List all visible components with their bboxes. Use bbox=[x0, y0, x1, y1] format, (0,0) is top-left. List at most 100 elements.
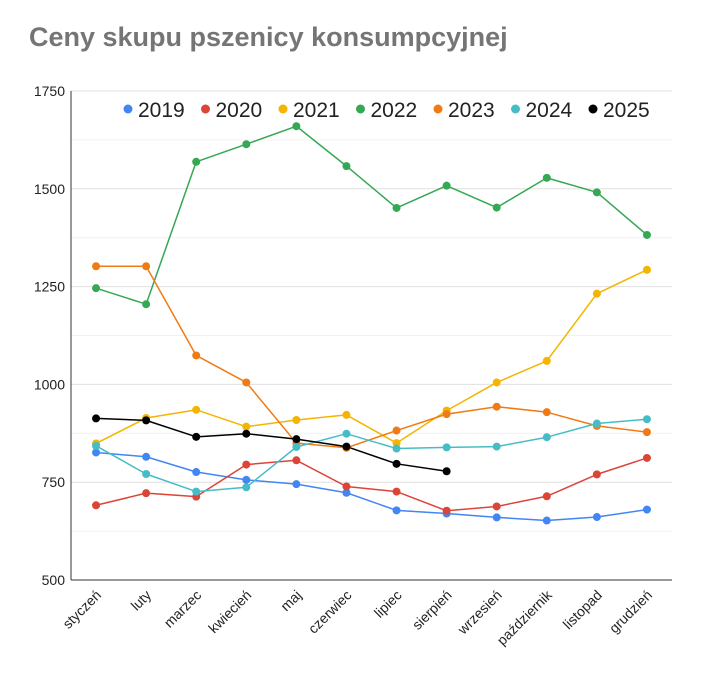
data-point-2021 bbox=[392, 439, 401, 448]
axes bbox=[70, 91, 672, 581]
data-point-2025 bbox=[392, 459, 401, 468]
data-point-2024 bbox=[542, 433, 551, 442]
y-tick-label: 1000 bbox=[34, 376, 65, 392]
legend-label-2022: 2022 bbox=[371, 99, 418, 122]
y-tick-label: 750 bbox=[42, 474, 66, 490]
data-point-2022 bbox=[592, 188, 601, 197]
data-point-2022 bbox=[492, 203, 501, 212]
data-point-2024 bbox=[192, 487, 201, 496]
data-point-2020 bbox=[92, 501, 101, 510]
series-line-2022 bbox=[95, 125, 648, 305]
data-point-2021 bbox=[242, 422, 251, 431]
data-point-2020 bbox=[392, 487, 401, 496]
data-point-2019 bbox=[242, 475, 251, 484]
x-axis-ticks: styczeń luty marzec kwiecień maj czerwiec lipi… bbox=[59, 586, 655, 648]
data-point-2021 bbox=[592, 289, 601, 298]
series-points bbox=[92, 122, 651, 525]
data-point-2023 bbox=[192, 351, 201, 360]
data-point-2022 bbox=[242, 140, 251, 149]
series-line-2021 bbox=[95, 269, 648, 445]
data-point-2021 bbox=[642, 265, 651, 274]
data-point-2023 bbox=[642, 428, 651, 437]
x-tick-label: listopad bbox=[560, 587, 605, 632]
legend-label-2020: 2020 bbox=[216, 99, 263, 122]
legend-marker-2024 bbox=[511, 104, 520, 114]
data-point-2025 bbox=[142, 416, 151, 425]
data-point-2019 bbox=[392, 506, 401, 515]
series-line-2019 bbox=[95, 451, 648, 522]
data-point-2024 bbox=[442, 443, 451, 452]
data-point-2023 bbox=[392, 426, 401, 435]
data-point-2022 bbox=[192, 157, 201, 166]
data-point-2023 bbox=[242, 378, 251, 387]
data-point-2022 bbox=[392, 203, 401, 212]
data-point-2021 bbox=[342, 410, 351, 419]
series-line-2024 bbox=[95, 418, 648, 493]
data-point-2019 bbox=[192, 468, 201, 477]
legend-marker-2020 bbox=[201, 104, 210, 114]
legend-label-2019: 2019 bbox=[138, 99, 185, 122]
legend-marker-2025 bbox=[588, 104, 598, 114]
legend-label-2021: 2021 bbox=[293, 99, 340, 122]
data-point-2020 bbox=[142, 489, 151, 498]
data-point-2019 bbox=[492, 513, 501, 522]
data-point-2019 bbox=[142, 452, 151, 461]
data-point-2022 bbox=[92, 284, 101, 293]
x-tick-label: styczeń bbox=[59, 587, 104, 632]
data-point-2019 bbox=[542, 516, 551, 525]
data-point-2021 bbox=[492, 378, 501, 387]
data-point-2025 bbox=[442, 467, 451, 476]
legend-label-2023: 2023 bbox=[448, 99, 495, 122]
data-point-2019 bbox=[292, 480, 301, 489]
legend-marker-2021 bbox=[278, 104, 288, 114]
y-tick-label: 500 bbox=[42, 572, 66, 588]
x-tick-label: marzec bbox=[161, 587, 205, 631]
y-tick-label: 1750 bbox=[34, 83, 65, 99]
data-point-2019 bbox=[92, 448, 101, 457]
data-point-2024 bbox=[592, 419, 601, 428]
x-tick-label: październik bbox=[494, 586, 556, 648]
y-tick-label: 1250 bbox=[34, 279, 65, 295]
data-point-2024 bbox=[342, 429, 351, 438]
data-point-2024 bbox=[392, 444, 401, 453]
data-point-2020 bbox=[592, 470, 601, 479]
data-point-2024 bbox=[242, 483, 251, 492]
data-point-2022 bbox=[442, 181, 451, 190]
data-point-2023 bbox=[92, 262, 101, 271]
legend-marker-2022 bbox=[356, 104, 365, 114]
x-tick-label: czerwiec bbox=[305, 587, 355, 637]
data-point-2023 bbox=[542, 408, 551, 417]
data-point-2025 bbox=[292, 435, 301, 444]
y-axis-ticks: 500 750 1000 1250 1500 1750 bbox=[34, 83, 65, 588]
data-point-2022 bbox=[542, 173, 551, 182]
x-tick-label: maj bbox=[277, 587, 304, 614]
legend: 2019 2020 2021 2022 2023 2024 2025 bbox=[123, 99, 650, 122]
data-point-2022 bbox=[642, 230, 651, 239]
legend-label-2024: 2024 bbox=[526, 99, 573, 122]
legend-marker-2023 bbox=[433, 104, 443, 114]
grid-lines bbox=[71, 90, 672, 532]
data-point-2021 bbox=[192, 405, 201, 414]
data-point-2019 bbox=[642, 505, 651, 514]
data-point-2019 bbox=[342, 488, 351, 497]
legend-marker-2019 bbox=[123, 104, 133, 114]
data-point-2023 bbox=[442, 410, 451, 419]
data-point-2020 bbox=[542, 492, 551, 501]
data-point-2025 bbox=[92, 414, 101, 423]
series-line-2023 bbox=[96, 265, 648, 449]
x-tick-label: sierpień bbox=[409, 587, 455, 633]
data-point-2020 bbox=[642, 453, 651, 462]
chart-title: Ceny skupu pszenicy konsumpcyjnej bbox=[29, 22, 508, 52]
series-line-2020 bbox=[95, 457, 648, 512]
x-tick-label: wrzesień bbox=[454, 587, 505, 638]
data-point-2024 bbox=[642, 415, 651, 424]
data-point-2022 bbox=[142, 300, 151, 309]
data-point-2025 bbox=[342, 442, 351, 451]
x-tick-label: grudzień bbox=[606, 587, 655, 636]
data-point-2020 bbox=[492, 502, 501, 511]
data-point-2024 bbox=[142, 469, 151, 478]
data-point-2023 bbox=[142, 262, 151, 271]
series-lines bbox=[95, 125, 648, 522]
data-point-2021 bbox=[292, 415, 301, 424]
